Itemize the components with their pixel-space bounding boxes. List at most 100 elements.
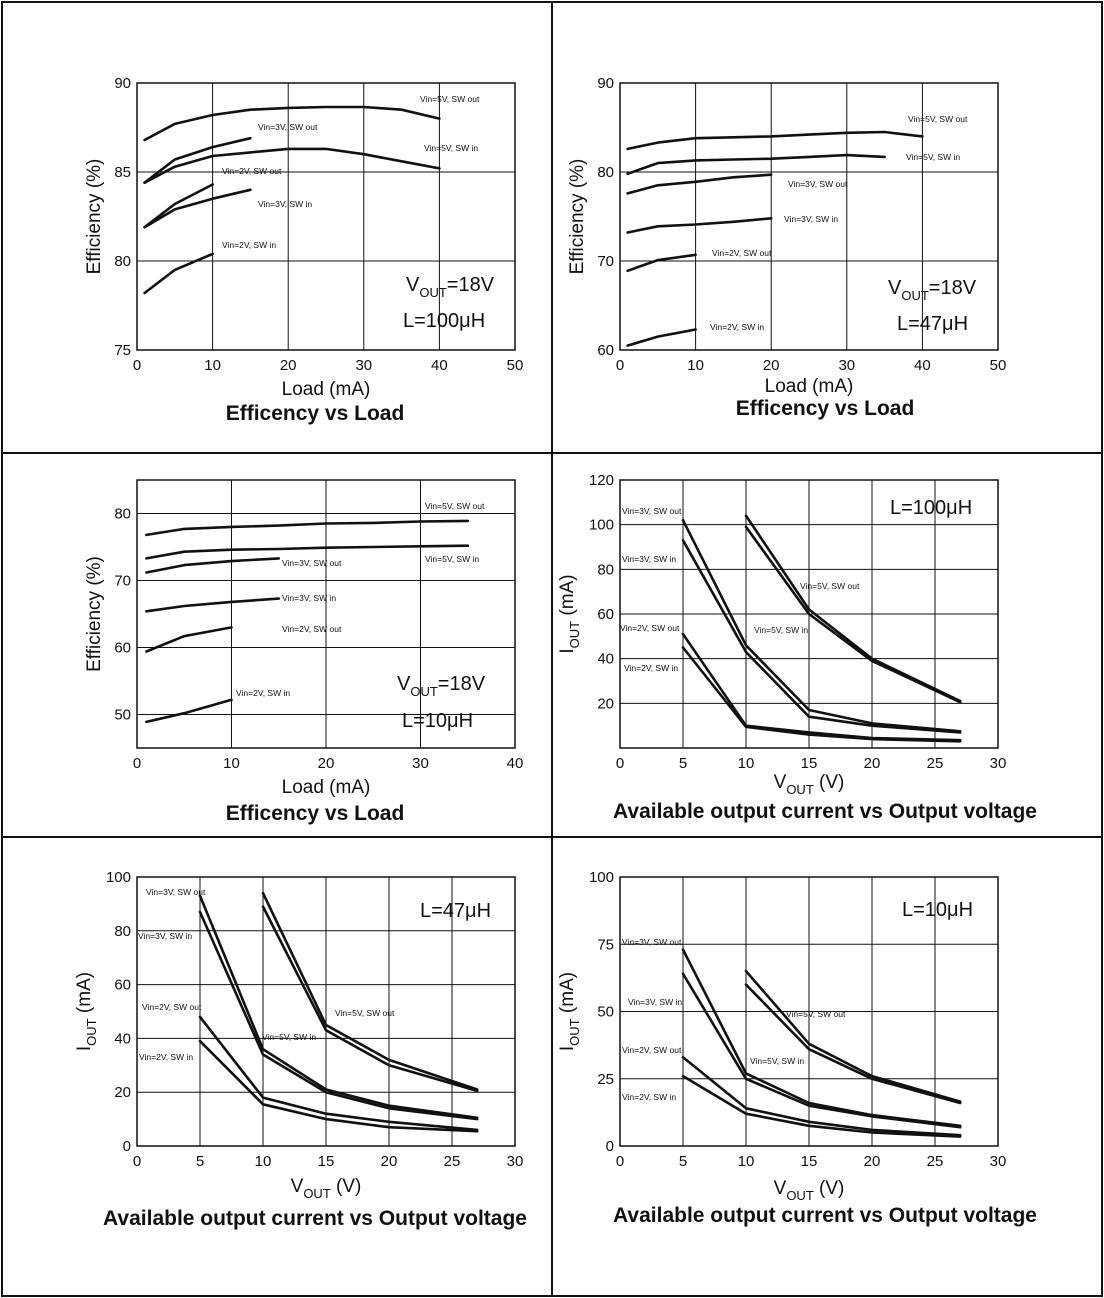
series-line [626, 217, 773, 234]
y-axis-label-unit: (mA) [74, 972, 95, 1018]
chart-title: Available output current vs Output volta… [103, 1207, 527, 1230]
y-tick-label: 120 [589, 472, 614, 489]
y-tick-label: 80 [597, 561, 614, 578]
series-label: Vin=3V, SW in [282, 593, 336, 603]
y-tick-label: 75 [114, 342, 131, 359]
series-label: Vin=3V, SW in [628, 997, 682, 1007]
series-line [626, 153, 886, 176]
plot-frame [619, 479, 999, 749]
y-tick-label: 40 [597, 651, 614, 668]
x-tick-label: 0 [133, 755, 141, 772]
x-tick-label: 0 [133, 1153, 141, 1170]
y-axis-label-main: I [74, 1046, 95, 1051]
series-line [744, 514, 962, 703]
series-line [145, 698, 233, 724]
series-label: Vin=2V, SW out [222, 166, 282, 176]
series-group: Vin=3V, SW out Vin=3V, SW in Vin=5V, SW ou… [620, 506, 962, 743]
series-label: Vin=5V, SW out [335, 1008, 395, 1018]
x-axis-label-main: V [774, 772, 787, 793]
x-tick-label: 40 [507, 755, 524, 772]
x-tick-label: 20 [864, 755, 881, 772]
gridlines [620, 877, 998, 1146]
y-axis-label: IOUT (mA) [557, 574, 582, 653]
series-line [681, 518, 962, 733]
annotation-inductance: L=100μH [890, 497, 972, 519]
series-line [681, 948, 962, 1128]
gridlines [620, 83, 998, 350]
y-tick-label: 90 [597, 75, 614, 92]
annotation-vout: VOUT=18V [406, 274, 495, 300]
y-tick-label: 60 [597, 606, 614, 623]
x-tick-label: 20 [318, 755, 335, 772]
series-line [681, 972, 962, 1129]
x-axis-label-sub: OUT [303, 1186, 331, 1201]
gridlines [137, 83, 515, 350]
x-tick-label: 20 [280, 357, 297, 374]
annotation-vout-sub: OUT [419, 285, 447, 300]
y-tick-label: 100 [589, 869, 614, 886]
x-tick-label: 50 [990, 357, 1007, 374]
x-tick-label: 0 [616, 755, 624, 772]
plot-frame [619, 82, 999, 351]
x-axis-label-unit: (V) [814, 1178, 845, 1199]
annotation-vout: VOUT=18V [888, 277, 977, 303]
x-tick-label: 40 [914, 357, 931, 374]
series-group: Vin=5V, SW out Vin=5V, SW in Vin=3V, SW ou… [145, 501, 485, 724]
series-label: Vin=2V, SW in [624, 663, 678, 673]
chart-4: 0 5 10 15 20 25 30 20 40 60 80 100 120 Vin=3V, SW out… [557, 472, 1037, 823]
y-axis-label-main: I [557, 1046, 578, 1051]
series-label: Vin=2V, SW out [712, 248, 772, 258]
y-tick-label: 80 [114, 506, 131, 523]
series-label: Vin=2V, SW in [236, 688, 290, 698]
x-tick-label: 30 [355, 357, 372, 374]
series-label: Vin=5V, SW in [262, 1032, 316, 1042]
series-group: Vin=5V, SW out Vin=5V, SW in Vin=3V, SW ou… [626, 114, 968, 347]
series-line [145, 557, 281, 574]
series-line [198, 894, 479, 1120]
x-tick-label: 20 [381, 1153, 398, 1170]
series-group: Vin=3V, SW out Vin=3V, SW in Vin=5V, SW ou… [138, 887, 479, 1133]
series-label: Vin=3V, SW in [138, 931, 192, 941]
series-group: Vin=5V, SW out Vin=5V, SW in Vin=3V, SW ou… [143, 94, 480, 295]
series-label: Vin=5V, SW in [425, 554, 479, 564]
annotation-vout-sub: OUT [410, 684, 438, 699]
x-tick-label: 15 [801, 755, 818, 772]
series-line [744, 983, 962, 1105]
x-tick-label: 0 [133, 357, 141, 374]
series-line [261, 905, 479, 1093]
plot-frame [136, 876, 516, 1147]
series-label: Vin=3V, SW out [282, 558, 342, 568]
x-tick-label: 25 [927, 1153, 944, 1170]
x-tick-label: 40 [431, 357, 448, 374]
series-label: Vin=5V, SW out [908, 114, 968, 124]
annotation-vout: VOUT=18V [397, 673, 486, 699]
chart-title: Available output current vs Output volta… [613, 1204, 1037, 1227]
x-tick-label: 5 [196, 1153, 204, 1170]
series-line [145, 597, 281, 613]
series-line [744, 969, 962, 1103]
y-tick-label: 20 [597, 695, 614, 712]
x-tick-label: 20 [763, 357, 780, 374]
y-axis-label-sub: OUT [567, 1018, 582, 1046]
annotation-inductance: L=47μH [897, 313, 968, 335]
x-tick-label: 30 [412, 755, 429, 772]
chart-title: Efficency vs Load [226, 402, 405, 425]
series-line [145, 544, 470, 560]
series-line [681, 632, 962, 742]
series-line [261, 891, 479, 1091]
series-line [143, 183, 214, 229]
plot-frame [136, 82, 516, 351]
series-line [198, 910, 479, 1121]
y-tick-label: 0 [123, 1138, 131, 1155]
x-tick-label: 0 [616, 357, 624, 374]
x-axis-label-main: V [774, 1178, 787, 1199]
series-line [145, 626, 233, 653]
chart-title: Efficency vs Load [226, 802, 405, 825]
plot-frame [619, 876, 999, 1147]
series-label: Vin=5V, SW out [786, 1009, 846, 1019]
series-label: Vin=2V, SW in [710, 322, 764, 332]
series-label: Vin=2V, SW in [622, 1092, 676, 1102]
y-tick-label: 80 [597, 164, 614, 181]
